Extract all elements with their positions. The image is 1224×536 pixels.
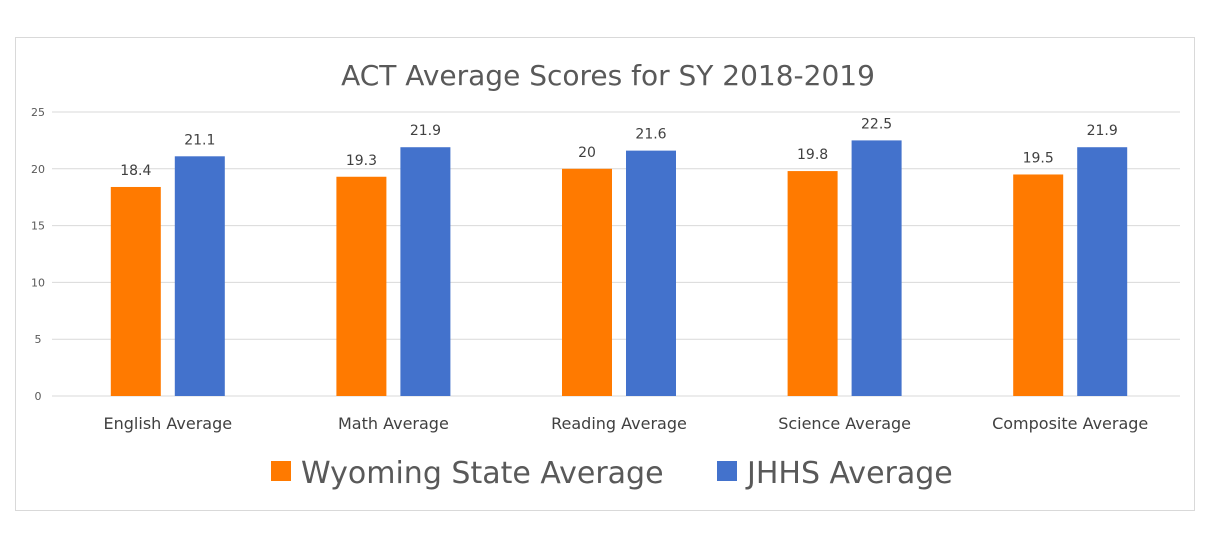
bar-state-2: [562, 168, 612, 396]
data-label: 21.9: [410, 123, 441, 139]
bar-jhhs-0: [174, 156, 225, 396]
legend-swatch-state: [271, 461, 291, 481]
data-label: 18.4: [120, 163, 151, 179]
x-axis-categories: English Average Math Average Reading Avera…: [104, 414, 1149, 433]
legend-label: JHHS Average: [745, 456, 953, 491]
data-label: 19.8: [797, 147, 828, 163]
bar-jhhs-1: [400, 147, 451, 396]
legend-label: Wyoming State Average: [301, 456, 664, 491]
data-label: 19.5: [1023, 150, 1054, 166]
y-tick-label: 5: [35, 333, 42, 346]
bar-state-0: [110, 186, 161, 396]
bar-state-1: [336, 176, 387, 396]
chart-title: ACT Average Scores for SY 2018-2019: [341, 59, 875, 92]
bar-state-3: [787, 171, 838, 396]
category-label: Reading Average: [551, 414, 687, 433]
category-label: Math Average: [338, 414, 449, 433]
data-label: 21.6: [635, 127, 666, 143]
bars: [110, 140, 1128, 396]
bar-jhhs-3: [851, 140, 902, 396]
bar-jhhs-4: [1077, 147, 1128, 396]
data-label: 21.9: [1087, 123, 1118, 139]
legend: Wyoming State Average JHHS Average: [271, 456, 953, 491]
data-label: 19.3: [346, 153, 377, 169]
data-label: 22.5: [861, 116, 892, 132]
data-label: 20: [578, 145, 596, 161]
category-label: English Average: [104, 414, 233, 433]
category-label: Science Average: [778, 414, 911, 433]
y-axis-ticks: 0 5 10 15 20 25: [31, 106, 45, 403]
bar-state-4: [1013, 174, 1064, 396]
y-tick-label: 20: [31, 163, 45, 176]
y-tick-label: 15: [31, 220, 45, 233]
data-label: 21.1: [184, 132, 215, 148]
category-label: Composite Average: [992, 414, 1148, 433]
y-tick-label: 0: [35, 390, 42, 403]
y-tick-label: 25: [31, 106, 45, 119]
gridlines: [52, 111, 1180, 397]
legend-swatch-jhhs: [717, 461, 737, 481]
bar-jhhs-2: [626, 150, 676, 396]
y-tick-label: 10: [31, 276, 45, 289]
data-labels: 18.4 21.1 19.3 21.9 20 21.6 19.8 22.5 19.5 21.9: [120, 116, 1118, 179]
